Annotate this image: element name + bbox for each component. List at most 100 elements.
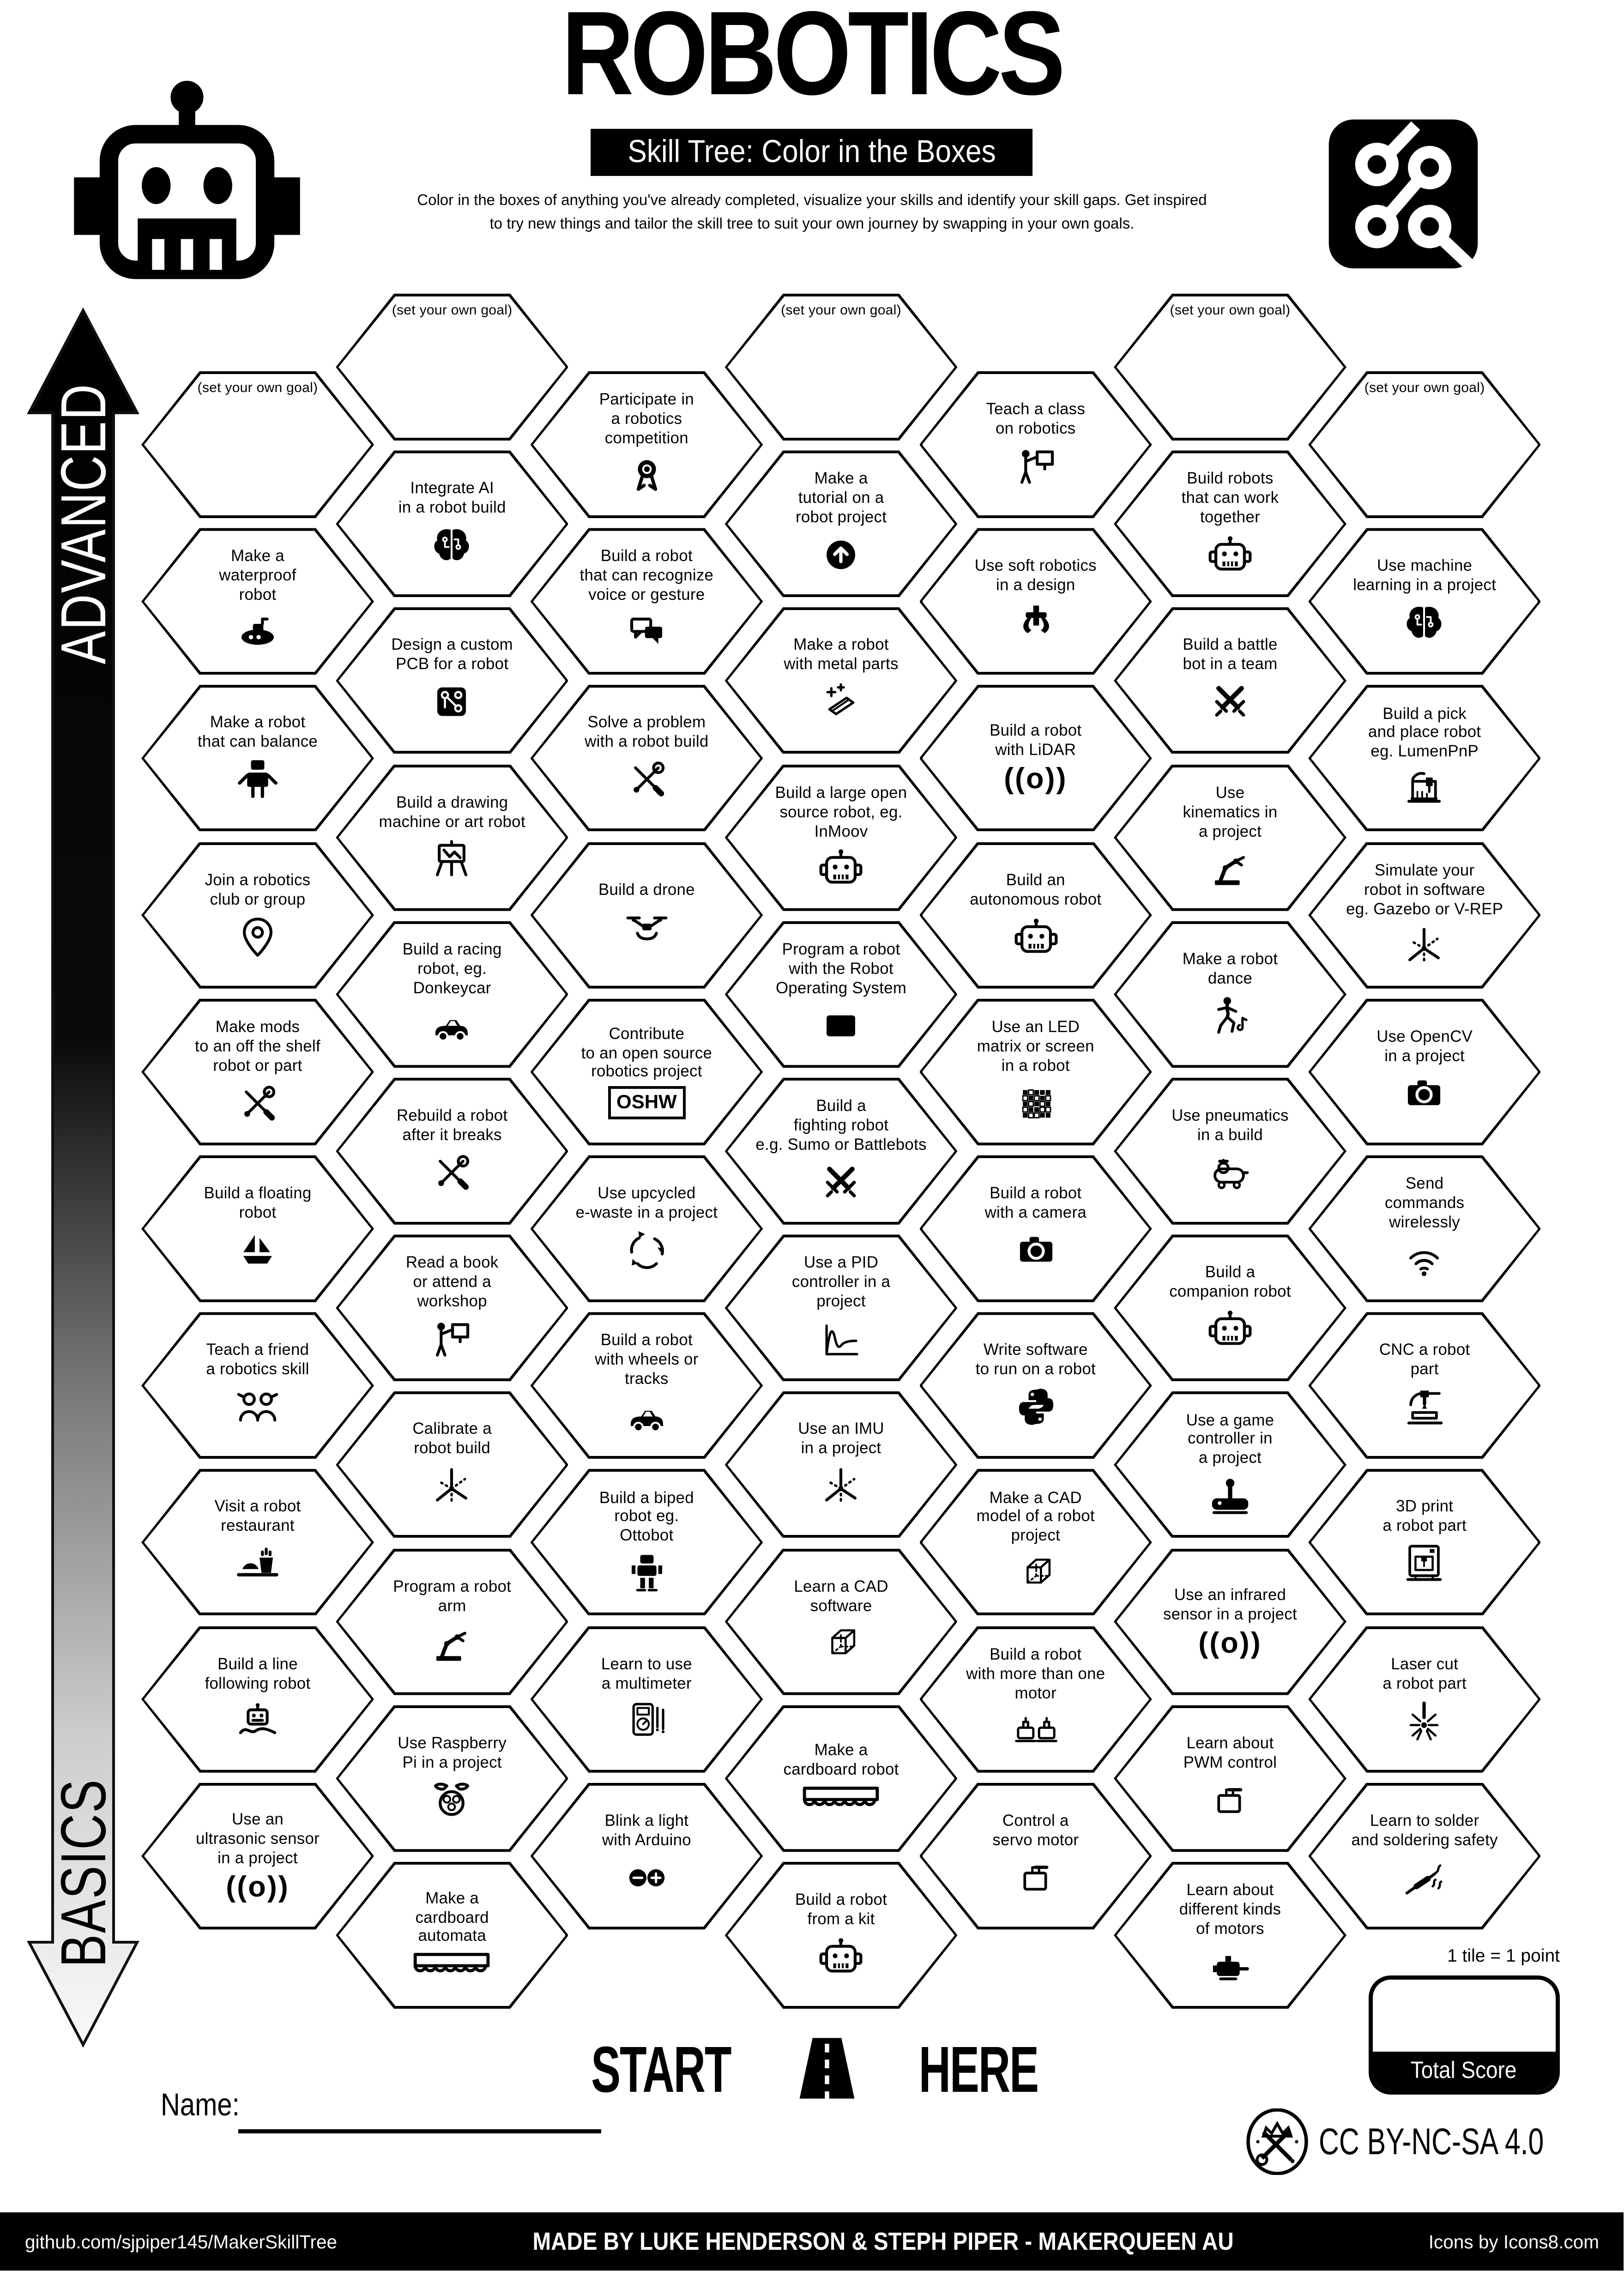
skill-tile: Build a drawing machine or art robot	[336, 764, 569, 911]
pin-icon	[243, 917, 272, 956]
metal-icon	[827, 683, 855, 716]
skill-tile-label: Build a biped robot eg. Ottobot	[599, 1488, 694, 1546]
cnc-icon	[1408, 1390, 1443, 1425]
skill-tile: Build a robot with a camera	[919, 1155, 1152, 1302]
skill-tile-label: Learn to solder and soldering safety	[1351, 1812, 1498, 1849]
led-icon	[1021, 1089, 1051, 1118]
skill-tile: Make a robot with metal parts	[724, 607, 958, 755]
presenter-icon	[1020, 450, 1053, 484]
makerqueen-badge-icon	[1246, 2108, 1308, 2175]
pneumatic-icon	[1213, 1159, 1249, 1189]
skill-tile-label: Make a cardboard robot	[783, 1742, 899, 1779]
skill-tile-label: (set your own goal)	[781, 303, 901, 319]
skill-tile-label: Build a companion robot	[1169, 1263, 1291, 1301]
skill-tile-label: Use kinematics in a project	[1183, 784, 1278, 840]
skill-tile-label: Use an ultrasonic sensor in a project	[195, 1810, 320, 1867]
skill-tile: Learn to use a multimeter	[530, 1625, 763, 1773]
robot-head-icon	[820, 850, 863, 884]
camera-icon	[1408, 1080, 1441, 1105]
skill-tile-label: Use soft robotics in a design	[974, 557, 1097, 595]
skill-tile-label: Make a CAD model of a robot project	[976, 1488, 1095, 1546]
skill-tile: Use upcycled e-waste in a project	[530, 1155, 763, 1302]
easel-icon	[436, 839, 468, 876]
skill-tile: Build a robot with wheels or tracks	[530, 1312, 763, 1459]
laser-icon	[1410, 1701, 1439, 1740]
skill-tile: Use an IMU in a project	[724, 1391, 958, 1539]
gripper-icon	[1022, 605, 1049, 634]
skill-tile: Teach a class on robotics	[919, 371, 1152, 518]
skill-tile-label: Program a robot arm	[393, 1577, 512, 1615]
skill-tile: Learn about PWM control	[1114, 1705, 1346, 1852]
skill-tile: Make a tutorial on a robot project	[724, 450, 958, 598]
skill-tile: Program a robot with the Robot Operating…	[724, 921, 958, 1068]
skill-tile: Control a servo motor	[919, 1782, 1152, 1930]
servo-icon	[1217, 1788, 1243, 1813]
tile-point-note: 1 tile = 1 point	[1447, 1945, 1560, 1966]
skill-tile-label: Make a cardboard automata	[415, 1889, 489, 1946]
robot-body-icon	[238, 761, 278, 799]
skill-tile-label: Use Raspberry Pi in a project	[398, 1734, 507, 1772]
skill-tile: Make a robot that can balance	[141, 685, 374, 832]
skill-tile: Use an infrared sensor in a project ((o))	[1114, 1548, 1346, 1695]
skill-tile: Learn to solder and soldering safety	[1308, 1782, 1541, 1930]
drone-icon	[626, 916, 667, 940]
skill-tile: Visit a robot restaurant	[141, 1469, 374, 1616]
skill-tile-label: (set your own goal)	[1364, 381, 1485, 396]
skill-tile-label: Teach a class on robotics	[986, 400, 1086, 438]
skill-tile-label: Build a racing robot, eg. Donkeycar	[402, 940, 502, 997]
biped-icon	[631, 1555, 662, 1592]
skill-tile: 3D print a robot part	[1308, 1469, 1541, 1616]
cube-icon	[1026, 1559, 1050, 1584]
skill-tile-label: Integrate AI in a robot build	[398, 479, 506, 517]
solder-icon	[1406, 1864, 1443, 1894]
skill-tile-label: Visit a robot restaurant	[214, 1498, 301, 1536]
skill-tile: Send commands wirelessly	[1308, 1155, 1541, 1302]
skill-tile-goal: (set your own goal)	[336, 294, 569, 441]
car-icon	[630, 1411, 663, 1432]
skill-tile-label: Make a tutorial on a robot project	[795, 470, 887, 527]
sonar-waves-icon: ((o))	[1004, 763, 1068, 796]
skill-tile-label: Design a custom PCB for a robot	[391, 636, 513, 674]
license-text: CC BY-NC-SA 4.0	[1319, 2120, 1544, 2162]
skill-tile-label: Build a floating robot	[204, 1184, 312, 1222]
multimeter-icon	[632, 1702, 664, 1735]
terminal-icon: c:\	[827, 1015, 856, 1036]
skill-tile: Contribute to an open source robotics pr…	[530, 998, 763, 1146]
skill-tile-label: Build a robot with a camera	[984, 1184, 1087, 1222]
skill-tile: Make a CAD model of a robot project	[919, 1469, 1152, 1616]
skill-tile-label: Use pneumatics in a build	[1171, 1107, 1289, 1144]
footer-bar: github.com/sjpiper145/MakerSkillTree MAD…	[0, 2212, 1624, 2271]
skill-tile-label: Build a robot with more than one motor	[966, 1645, 1105, 1702]
skill-tile-goal: (set your own goal)	[1114, 294, 1346, 441]
skill-tile-label: Teach a friend a robotics skill	[206, 1341, 309, 1379]
skill-tile: Participate in a robotics competition	[530, 371, 763, 518]
skill-tile-label: Make mods to an off the shelf robot or p…	[195, 1018, 320, 1075]
chat-icon	[630, 617, 662, 644]
start-label: START	[591, 2031, 731, 2105]
axis-icon	[825, 1468, 857, 1504]
python-icon	[1018, 1389, 1053, 1425]
circuit-board-logo-icon	[1328, 119, 1478, 272]
wifi-icon	[1410, 1251, 1440, 1276]
swords-icon	[826, 1166, 857, 1197]
skill-tile-goal: (set your own goal)	[724, 294, 958, 441]
skill-tile-label: Build a fighting robot e.g. Sumo or Batt…	[755, 1097, 927, 1154]
subtitle-banner: Skill Tree: Color in the Boxes	[591, 129, 1033, 176]
skill-tile-label: Learn a CAD software	[794, 1577, 888, 1615]
skill-tile-label: Join a robotics club or group	[205, 871, 311, 908]
robot-arm-icon	[437, 1631, 467, 1661]
skill-tile-label: Build a robot that can recognize voice o…	[580, 547, 714, 604]
skill-tile: Build a fighting robot e.g. Sumo or Batt…	[724, 1078, 958, 1225]
skill-tile-label: Learn about different kinds of motors	[1179, 1881, 1281, 1938]
license: CC BY-NC-SA 4.0	[1244, 2108, 1619, 2175]
skill-tile-label: Calibrate a robot build	[412, 1420, 492, 1458]
skill-tile-label: Use an LED matrix or screen in a robot	[977, 1018, 1094, 1075]
motors-two-icon	[1014, 1717, 1057, 1743]
skill-tile-label: Contribute to an open source robotics pr…	[581, 1024, 712, 1081]
skill-tile: Program a robot arm	[336, 1548, 569, 1695]
robot-head-icon	[1208, 536, 1252, 571]
pid-icon	[826, 1324, 859, 1356]
presenter-icon	[436, 1323, 470, 1357]
skill-tile: Make a cardboard robot	[724, 1705, 958, 1852]
sonar-waves-icon: ((o))	[1198, 1627, 1262, 1659]
